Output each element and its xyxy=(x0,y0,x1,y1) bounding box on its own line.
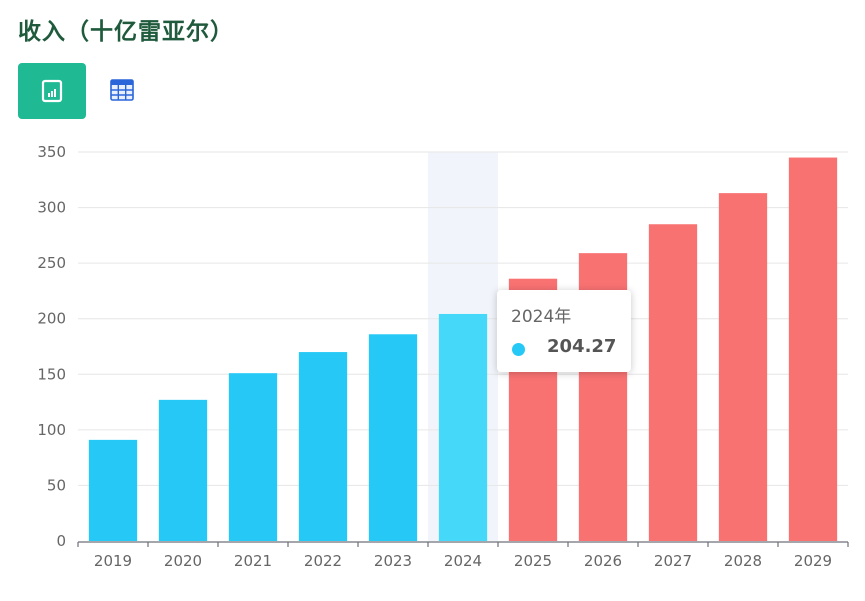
x-tick-label: 2021 xyxy=(234,552,272,570)
tooltip-marker xyxy=(512,343,525,356)
bar-2028 xyxy=(718,193,768,541)
x-tick-label: 2024 xyxy=(444,552,482,570)
x-tick-label: 2020 xyxy=(164,552,202,570)
table-view-button[interactable] xyxy=(104,72,140,108)
y-tick-label: 150 xyxy=(37,365,66,383)
y-tick-label: 350 xyxy=(37,143,66,161)
y-tick-label: 100 xyxy=(37,421,66,439)
bar-2022 xyxy=(298,352,348,541)
x-tick-label: 2019 xyxy=(94,552,132,570)
x-tick-label: 2025 xyxy=(514,552,552,570)
table-icon xyxy=(110,79,134,101)
chart-view-button[interactable] xyxy=(18,63,86,119)
y-tick-label: 50 xyxy=(47,476,66,494)
bar-2027 xyxy=(648,224,698,541)
y-tick-label: 300 xyxy=(37,199,66,217)
x-tick-label: 2027 xyxy=(654,552,692,570)
tooltip-title: 2024年 xyxy=(511,307,572,327)
x-tick-label: 2029 xyxy=(794,552,832,570)
tooltip: 2024年 204.27 xyxy=(497,290,631,372)
x-tick-label: 2022 xyxy=(304,552,342,570)
tooltip-value: 204.27 xyxy=(547,336,617,357)
bar-2024 xyxy=(438,313,488,541)
y-tick-label: 250 xyxy=(37,254,66,272)
bar-2019 xyxy=(88,439,138,541)
x-tick-label: 2023 xyxy=(374,552,412,570)
bar-chart-icon xyxy=(41,79,63,103)
bar-2029 xyxy=(788,157,838,542)
x-tick-label: 2028 xyxy=(724,552,762,570)
chart-title: 收入（十亿雷亚尔） xyxy=(18,19,234,45)
bar-2023 xyxy=(368,334,418,541)
bar-2020 xyxy=(158,399,208,541)
y-tick-label: 200 xyxy=(37,310,66,328)
y-tick-label: 0 xyxy=(56,532,66,550)
x-tick-label: 2026 xyxy=(584,552,622,570)
bar-2021 xyxy=(228,373,278,541)
